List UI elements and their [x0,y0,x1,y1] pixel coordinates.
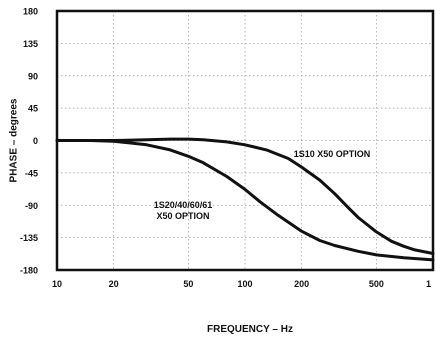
annotation-line: X50 OPTION [156,211,209,221]
x-tick-label: 100 [237,279,252,289]
y-tick-label: -90 [25,201,38,211]
tick-label-layer: 180 135 90 45 0 -45 -90 -135 -180 10 20 50 100 200 500… [20,7,431,290]
x-tick-label: 500 [369,279,384,289]
y-tick-label: -180 [20,266,38,276]
x-tick-label: 10 [52,279,62,289]
series-annotation-2: 1S20/40/60/61 X50 OPTION [154,200,213,221]
series-line-1 [55,137,435,255]
x-axis-title: FREQUENCY – Hz [207,324,293,335]
y-tick-label: 180 [23,7,38,17]
y-tick-label: 90 [28,71,38,81]
y-tick-label: -45 [25,168,38,178]
annotation-line: 1S10 X50 OPTION [294,149,371,159]
plot-frame [55,9,435,272]
x-tick-label: 200 [294,279,309,289]
annotation-line: 1S20/40/60/61 [154,200,213,210]
y-axis-title: PHASE – degrees [9,98,20,182]
series-layer [55,137,435,262]
y-tick-label: -135 [20,233,38,243]
y-tick-label: 45 [28,104,38,114]
x-tick-label: 50 [183,279,193,289]
series-line-2 [55,139,435,262]
x-tick-label: 1 [426,279,431,289]
y-tick-label: 0 [33,136,38,146]
annotation-layer: 1S10 X50 OPTION 1S20/40/60/61 X50 OPTION [154,149,371,221]
series-annotation-1: 1S10 X50 OPTION [294,149,371,159]
y-tick-label: 135 [23,39,38,49]
x-tick-label: 20 [109,279,119,289]
